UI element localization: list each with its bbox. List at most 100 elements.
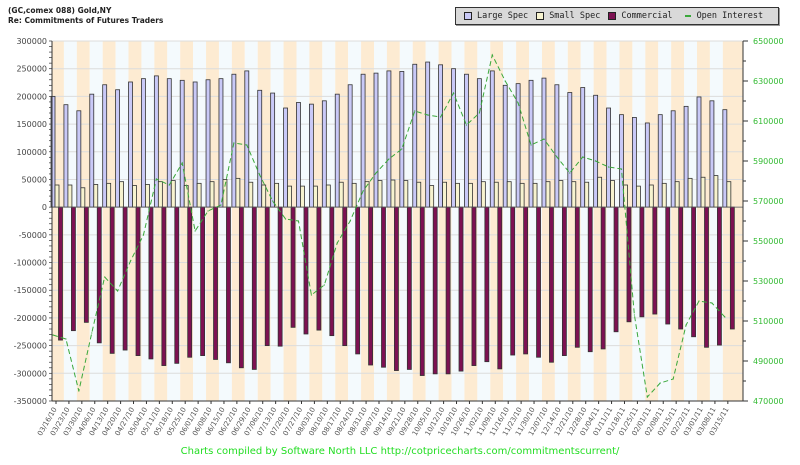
commercial-bar	[71, 206, 76, 332]
legend-item-large-spec: Large Spec	[464, 11, 528, 21]
background-stripe	[52, 41, 64, 401]
large-spec-bar	[399, 71, 405, 208]
large-spec-bar	[166, 78, 172, 208]
large-spec-bar	[141, 78, 146, 208]
small-spec-bar	[132, 185, 137, 208]
large-spec-bar	[334, 93, 340, 208]
open-interest-point	[401, 148, 403, 150]
open-interest-point	[517, 102, 519, 104]
commercial-bar	[161, 206, 167, 366]
left-axis-tick-label: -200000	[14, 314, 47, 323]
small-spec-bar	[558, 180, 564, 208]
open-interest-point	[530, 144, 532, 146]
right-axis-tick-label: 590000	[753, 157, 784, 166]
commercial-bar	[213, 206, 218, 360]
large-spec-bar	[257, 89, 263, 208]
footer-credit: Charts compiled by Software North LLC ht…	[180, 446, 620, 457]
commercial-bar	[691, 206, 696, 338]
small-spec-bar	[325, 184, 331, 208]
open-interest-point	[142, 234, 145, 236]
commercial-bar	[613, 206, 619, 333]
open-interest-point	[78, 390, 80, 392]
small-spec-bar	[261, 184, 267, 208]
small-spec-bar	[623, 184, 628, 208]
open-interest-point	[91, 332, 93, 334]
legend-label: Small Spec	[549, 11, 601, 21]
legend-label: Large Spec	[477, 11, 529, 21]
open-interest-point	[310, 294, 312, 296]
small-spec-bar	[429, 185, 435, 208]
commercial-bar	[368, 206, 373, 366]
small-spec-bar	[351, 182, 357, 208]
large-spec-bar	[632, 117, 637, 208]
commercial-bar	[665, 206, 671, 325]
legend-item-commercial: Commercial	[608, 11, 673, 21]
right-axis-tick-label: 610000	[753, 117, 784, 126]
small-spec-bar	[726, 181, 732, 208]
open-interest-point	[259, 174, 261, 176]
small-spec-bar	[713, 175, 719, 208]
commercial-bar	[381, 206, 386, 368]
small-spec-bar	[661, 182, 667, 208]
open-interest-point	[595, 160, 597, 162]
small-spec-bar	[67, 184, 73, 208]
commercial-bar	[419, 206, 425, 376]
commercial-bar	[329, 206, 335, 337]
left-axis-tick-label: -150000	[14, 286, 47, 295]
legend-label: Open Interest	[696, 11, 764, 21]
large-spec-bar	[709, 100, 715, 208]
large-spec-bar	[593, 94, 599, 208]
left-axis-tick-label: 50000	[22, 175, 47, 184]
left-axis-tick-label: 250000	[16, 65, 47, 74]
small-spec-bar	[248, 181, 254, 208]
large-spec-bar	[425, 61, 431, 208]
small-spec-bar	[584, 181, 590, 208]
commercial-bar	[600, 206, 606, 350]
large-spec-bar	[489, 70, 495, 208]
open-interest-point	[659, 382, 661, 384]
small-spec-bar	[455, 182, 460, 208]
open-interest-point	[543, 138, 545, 140]
large-spec-bar	[76, 110, 82, 208]
open-interest-point	[607, 166, 610, 168]
small-spec-bar	[403, 180, 409, 208]
small-spec-bar	[674, 181, 680, 208]
open-interest-point	[698, 300, 700, 302]
commercial-bar	[355, 206, 361, 355]
right-axis-tick-label: 630000	[753, 77, 784, 86]
small-spec-bar	[54, 184, 60, 208]
left-axis-tick-label: -350000	[14, 397, 47, 406]
commercial-bar	[639, 206, 645, 318]
commercial-swatch-icon	[608, 12, 617, 20]
small-spec-bar	[648, 184, 654, 208]
large-spec-bar	[347, 84, 353, 208]
commercial-bar	[394, 206, 399, 371]
commercial-bar	[652, 206, 658, 315]
legend-item-small-spec: Small Spec	[536, 11, 600, 21]
small-spec-bar	[390, 179, 396, 208]
large-spec-bar	[218, 78, 224, 208]
left-axis-tick-label: -50000	[19, 231, 47, 240]
right-axis-tick-label: 530000	[753, 277, 784, 286]
commercial-bar	[484, 206, 490, 363]
open-interest-point	[491, 54, 493, 56]
large-spec-bar	[321, 100, 327, 208]
large-spec-bar	[606, 107, 611, 208]
large-spec-bar	[438, 64, 444, 208]
small-spec-bar	[274, 182, 280, 208]
large-spec-bar	[541, 77, 547, 208]
right-axis-tick-label: 650000	[753, 37, 784, 46]
open-interest-point	[582, 156, 584, 158]
small-spec-bar	[493, 181, 499, 208]
small-spec-bar	[610, 180, 615, 208]
small-spec-bar	[416, 181, 422, 208]
open-interest-point	[220, 204, 222, 206]
open-interest-point	[478, 112, 480, 114]
large-spec-bar	[580, 87, 586, 208]
commercial-bar	[187, 206, 193, 358]
large-spec-bar	[89, 93, 95, 208]
open-interest-point	[246, 144, 248, 146]
open-interest-point	[569, 172, 571, 174]
commercial-bar	[277, 206, 283, 347]
